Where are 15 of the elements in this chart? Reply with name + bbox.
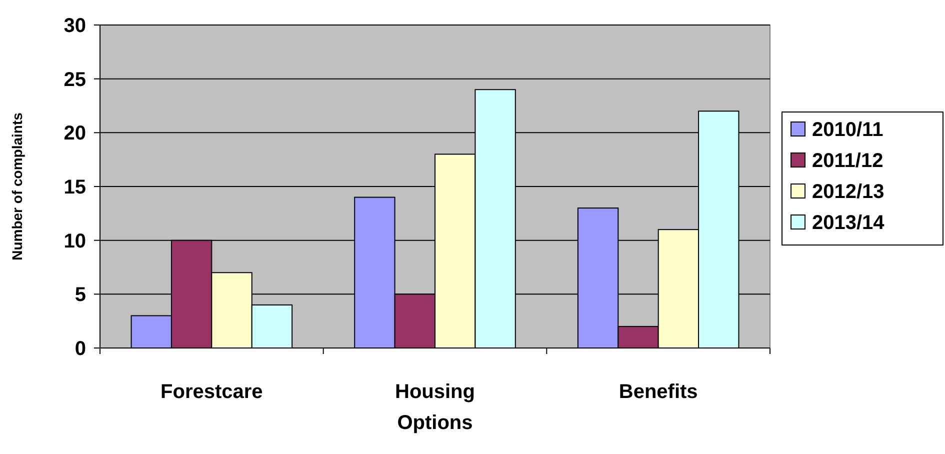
y-tick-label: 5 [74, 284, 86, 306]
y-tick-label: 25 [64, 68, 86, 91]
x-tick-label: Forestcare [160, 381, 263, 403]
legend-label: 2013/14 [812, 212, 886, 234]
y-tick-label: 0 [74, 338, 86, 360]
y-tick-label: 15 [64, 176, 86, 198]
legend-label: 2010/11 [812, 119, 884, 141]
x-tick-label: Benefits [618, 381, 698, 403]
x-tick-label: Housing Options [395, 381, 475, 434]
y-tick-label: 20 [64, 122, 86, 145]
y-tick-label: 10 [64, 230, 86, 252]
legend-label: 2011/12 [812, 150, 884, 172]
legend-label: 2012/13 [812, 181, 884, 203]
y-axis-title: Number of complaints [9, 112, 25, 260]
y-tick-label: 30 [64, 15, 86, 37]
